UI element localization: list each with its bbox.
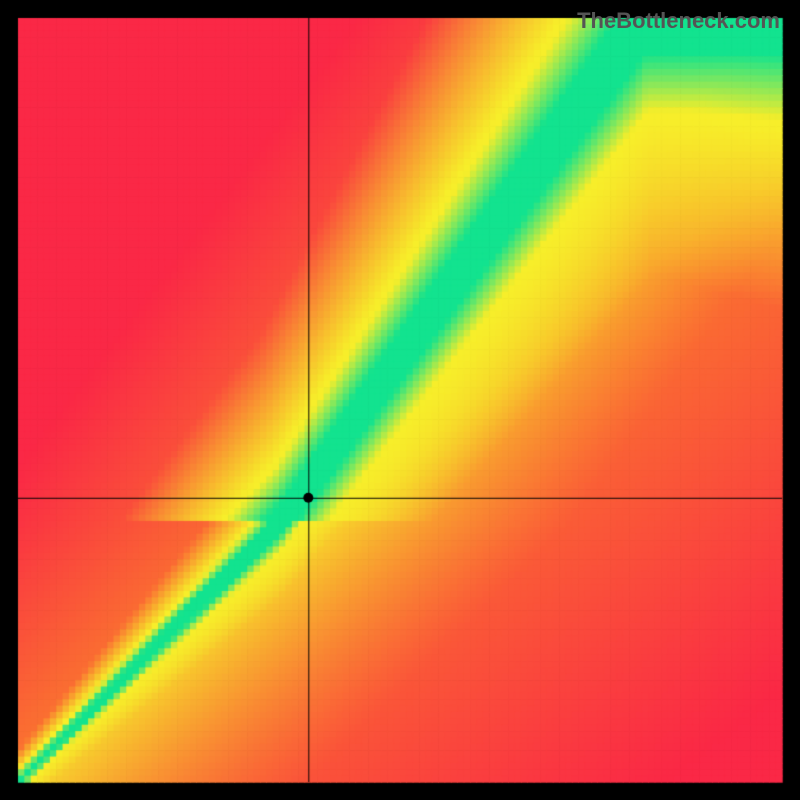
chart-container: TheBottleneck.com	[0, 0, 800, 800]
bottleneck-heatmap	[0, 0, 800, 800]
watermark-label: TheBottleneck.com	[577, 8, 780, 34]
